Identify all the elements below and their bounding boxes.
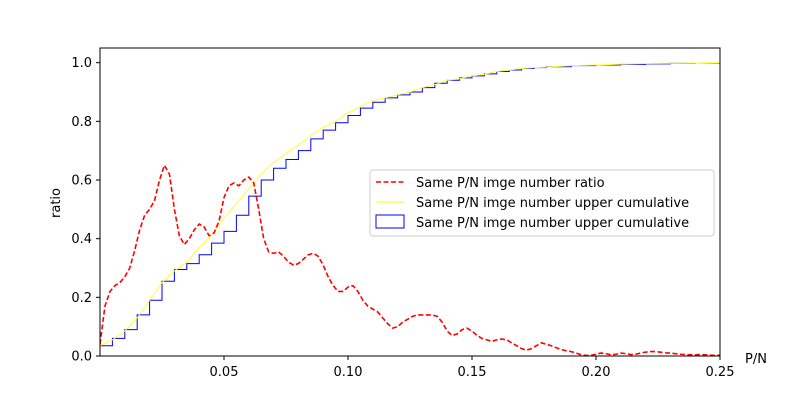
legend-swatch-cumulative-hist bbox=[375, 214, 405, 229]
x-tick-label: 0.25 bbox=[706, 365, 735, 380]
y-tick-label: 0.0 bbox=[71, 350, 92, 365]
y-tick-label: 0.2 bbox=[71, 291, 92, 306]
y-tick-label: 0.4 bbox=[71, 232, 92, 247]
x-tick-label: 0.20 bbox=[582, 365, 611, 380]
y-axis-ticks: 0.0 0.2 0.4 0.6 0.8 1.0 bbox=[71, 56, 100, 365]
y-tick-label: 0.8 bbox=[71, 115, 92, 130]
y-axis-label: ratio bbox=[49, 188, 64, 218]
x-axis-ticks: 0.05 0.10 0.15 0.20 0.25 bbox=[210, 356, 735, 380]
legend-label-cumulative-hist: Same P/N imge number upper cumulative bbox=[416, 216, 689, 231]
y-tick-label: 1.0 bbox=[71, 56, 92, 71]
series-cumulative-line bbox=[100, 62, 720, 347]
axes-frame bbox=[99, 47, 721, 357]
x-tick-label: 0.15 bbox=[458, 365, 487, 380]
x-tick-label: 0.05 bbox=[210, 365, 239, 380]
legend-box bbox=[369, 169, 715, 237]
plot-area bbox=[99, 47, 721, 357]
y-tick-label: 0.6 bbox=[71, 174, 92, 189]
legend-label-cumulative-line: Same P/N imge number upper cumulative bbox=[416, 196, 689, 211]
x-axis-label: P/N bbox=[745, 352, 767, 367]
legend-label-ratio: Same P/N imge number ratio bbox=[416, 176, 605, 191]
series-layer bbox=[100, 62, 720, 356]
x-tick-label: 0.10 bbox=[334, 365, 363, 380]
series-ratio-line bbox=[100, 164, 720, 356]
legend: Same P/N imge number ratio Same P/N imge… bbox=[369, 169, 715, 237]
